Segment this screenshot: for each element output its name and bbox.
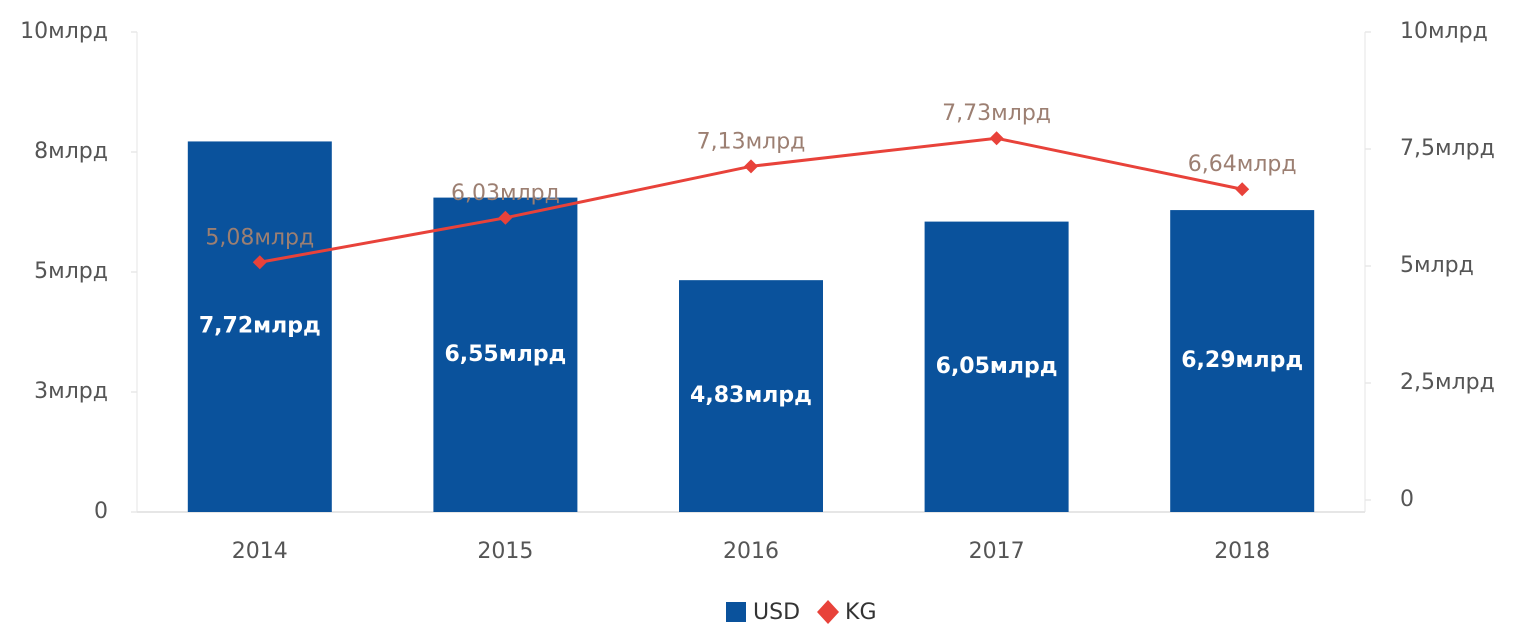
line-label: 7,13млрд [697, 129, 806, 154]
line-label: 6,03млрд [451, 181, 560, 206]
x-tick-label: 2018 [1214, 539, 1270, 564]
x-tick-label: 2017 [969, 539, 1025, 564]
bar-label: 6,05млрд [936, 354, 1058, 379]
line-marker [744, 159, 758, 174]
y2-tick-label: 0 [1400, 487, 1414, 512]
bar-label: 7,72млрд [199, 314, 321, 339]
line-marker [989, 131, 1004, 146]
y2-tick-label: 10млрд [1400, 19, 1488, 44]
y-tick-label: 10млрд [20, 19, 108, 44]
line-marker [1235, 182, 1250, 197]
legend-label: USD [753, 600, 800, 625]
y-tick-label: 0 [94, 499, 108, 524]
bar [679, 280, 823, 512]
line-label: 7,73млрд [942, 101, 1051, 126]
y2-tick-label: 5млрд [1400, 253, 1474, 278]
bar [924, 221, 1069, 512]
line [259, 136, 1243, 264]
y2-tick-label: 7,5млрд [1400, 136, 1495, 161]
bar-label: 6,55млрд [444, 342, 566, 367]
x-tick-label: 2016 [723, 539, 779, 564]
line-label: 6,64млрд [1188, 152, 1297, 177]
y-tick-label: 5млрд [34, 259, 108, 284]
y-tick-label: 3млрд [34, 379, 108, 404]
bar [433, 197, 578, 512]
bar [1170, 210, 1315, 512]
bar-label: 6,29млрд [1181, 348, 1303, 373]
y-tick-label: 8млрд [34, 139, 108, 164]
legend-swatch [726, 602, 746, 622]
y2-tick-label: 2,5млрд [1400, 370, 1495, 395]
bar-label: 4,83млрд [690, 383, 812, 408]
bar [187, 141, 332, 512]
x-tick-label: 2015 [477, 539, 533, 564]
line-marker [498, 210, 513, 225]
x-tick-label: 2014 [232, 539, 288, 564]
line-label: 5,08млрд [205, 225, 314, 250]
legend-label: KG [845, 600, 876, 625]
line-marker [252, 255, 267, 270]
legend-swatch [817, 600, 840, 624]
